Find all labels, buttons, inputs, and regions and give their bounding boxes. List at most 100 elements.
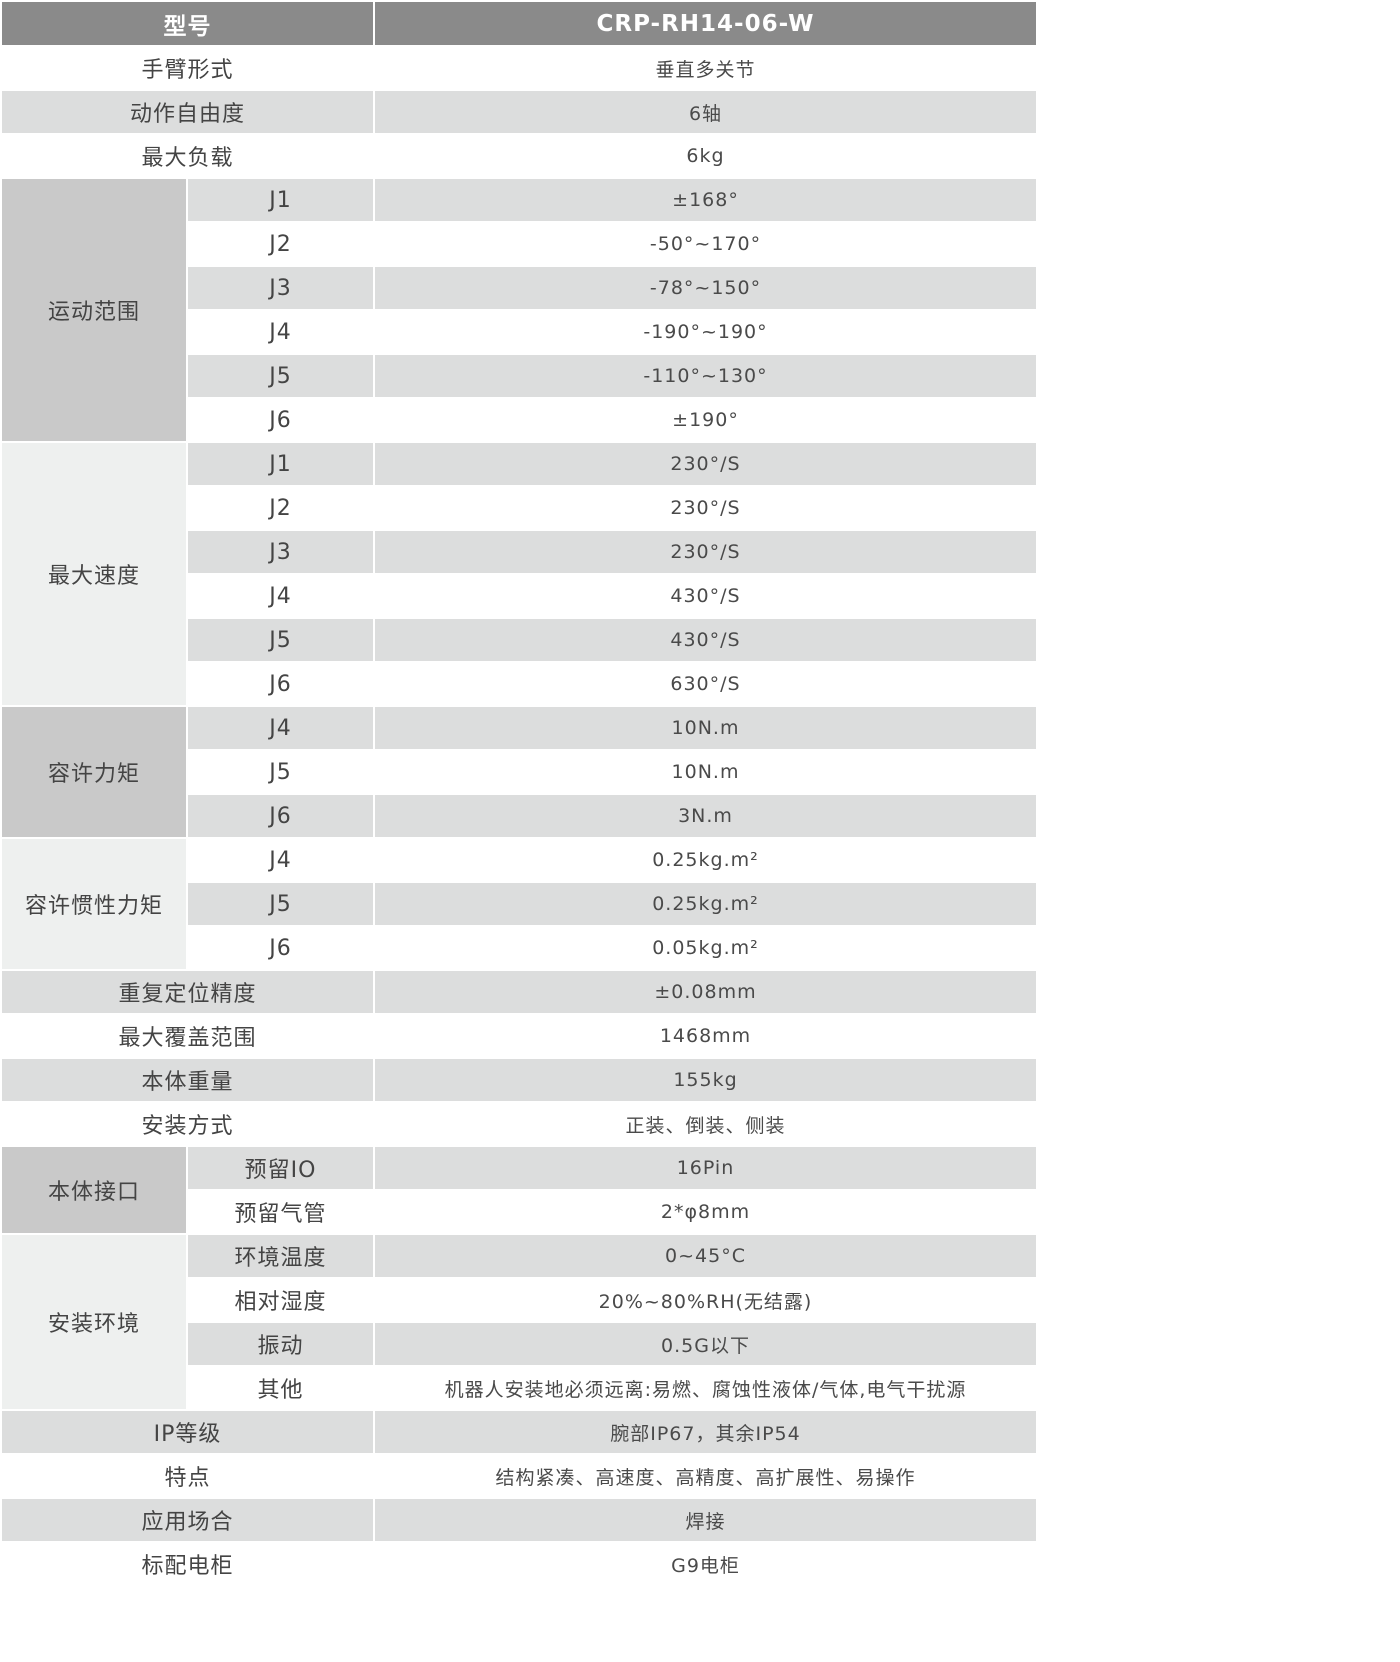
- spec-value: 6轴: [373, 89, 1038, 135]
- group-label: 最大速度: [0, 441, 188, 707]
- table-row: J6 3N.m: [1, 793, 1038, 839]
- table-row: 振动 0.5G以下: [1, 1321, 1038, 1367]
- table-row: 特点 结构紧凑、高速度、高精度、高扩展性、易操作: [0, 1453, 1038, 1499]
- spec-label: 最大覆盖范围: [0, 1013, 375, 1059]
- spec-label: 本体重量: [0, 1057, 375, 1103]
- spec-value: 430°/S: [373, 573, 1038, 619]
- sub-label: J6: [186, 793, 375, 839]
- sub-label: J4: [186, 573, 375, 619]
- table-row: 预留气管 2*φ8mm: [1, 1189, 1038, 1235]
- spec-value: 10N.m: [373, 749, 1038, 795]
- table-row: J5 0.25kg.m²: [1, 881, 1038, 927]
- sub-label: J3: [186, 529, 375, 575]
- sub-label: J5: [186, 353, 375, 399]
- sub-label: 振动: [186, 1321, 375, 1367]
- spec-value: 0.5G以下: [373, 1321, 1038, 1367]
- table-row: 最大覆盖范围 1468mm: [0, 1013, 1038, 1059]
- table-row: 最大速度 J1 230°/S: [0, 441, 1038, 707]
- spec-value: 焊接: [373, 1497, 1038, 1543]
- spec-value: 155kg: [373, 1057, 1038, 1103]
- table-row: J6 ±190°: [1, 397, 1038, 443]
- spec-value: 0~45°C: [373, 1233, 1038, 1279]
- spec-value: 6kg: [373, 133, 1038, 179]
- spec-label: 动作自由度: [0, 89, 375, 135]
- sub-label: J2: [186, 485, 375, 531]
- spec-value: 430°/S: [373, 617, 1038, 663]
- table-row: 安装环境 环境温度 0~45°C: [0, 1233, 1038, 1411]
- sub-label: J5: [186, 881, 375, 927]
- spec-value: 机器人安装地必须远离:易燃、腐蚀性液体/气体,电气干扰源: [373, 1365, 1038, 1411]
- spec-value: 20%~80%RH(无结露): [373, 1277, 1038, 1323]
- table-row: 手臂形式 垂直多关节: [0, 45, 1038, 91]
- group-label: 本体接口: [0, 1145, 188, 1235]
- sub-label: J5: [186, 617, 375, 663]
- table-row: 动作自由度 6轴: [0, 89, 1038, 135]
- sub-label: J4: [186, 309, 375, 355]
- spec-value: 2*φ8mm: [373, 1189, 1038, 1235]
- spec-value: 0.25kg.m²: [373, 881, 1038, 927]
- spec-value: ±168°: [373, 177, 1038, 223]
- spec-value: 1468mm: [373, 1013, 1038, 1059]
- table-row: J6 0.05kg.m²: [1, 925, 1038, 971]
- table-row: 最大负载 6kg: [0, 133, 1038, 179]
- table-row: J5 430°/S: [1, 617, 1038, 663]
- sub-label: J1: [186, 177, 375, 223]
- table-row: J6 630°/S: [1, 661, 1038, 707]
- spec-value: 16Pin: [373, 1145, 1038, 1191]
- spec-value: G9电柜: [373, 1541, 1038, 1587]
- table-row: J5 10N.m: [1, 749, 1038, 795]
- spec-value: 结构紧凑、高速度、高精度、高扩展性、易操作: [373, 1453, 1038, 1499]
- table-row: J4 430°/S: [1, 573, 1038, 619]
- group-label: 容许力矩: [0, 705, 188, 839]
- header-label: 型号: [0, 0, 375, 47]
- table-row: J3 230°/S: [1, 529, 1038, 575]
- spec-label: 特点: [0, 1453, 375, 1499]
- sub-label: J6: [186, 397, 375, 443]
- sub-label: J5: [186, 749, 375, 795]
- spec-label: 应用场合: [0, 1497, 375, 1543]
- spec-value: 垂直多关节: [373, 45, 1038, 91]
- table-row: 容许惯性力矩 J4 0.25kg.m²: [0, 837, 1038, 971]
- table-row: 标配电柜 G9电柜: [0, 1541, 1038, 1587]
- table-row: 本体接口 预留IO 16Pin: [0, 1145, 1038, 1235]
- sub-label: J4: [186, 837, 375, 883]
- spec-value: 0.05kg.m²: [373, 925, 1038, 971]
- table-row: 运动范围 J1 ±168°: [0, 177, 1038, 443]
- spec-table: 型号 CRP-RH14-06-W 手臂形式 垂直多关节 动作自由度 6轴 最大负载 6kg…: [0, 0, 1038, 1587]
- spec-label: 标配电柜: [0, 1541, 375, 1587]
- header-model: CRP-RH14-06-W: [373, 0, 1038, 47]
- table-row: 安装方式 正装、倒装、侧装: [0, 1101, 1038, 1147]
- spec-value: 230°/S: [373, 485, 1038, 531]
- table-row: J5 -110°~130°: [1, 353, 1038, 399]
- table-row: 相对湿度 20%~80%RH(无结露): [1, 1277, 1038, 1323]
- spec-value: 230°/S: [373, 441, 1038, 487]
- group-label: 安装环境: [0, 1233, 188, 1411]
- sub-label: 环境温度: [186, 1233, 375, 1279]
- spec-value: 腕部IP67，其余IP54: [373, 1409, 1038, 1455]
- table-row: 容许力矩 J4 10N.m: [0, 705, 1038, 839]
- sub-label: 预留IO: [186, 1145, 375, 1191]
- sub-label: J3: [186, 265, 375, 311]
- sub-label: 预留气管: [186, 1189, 375, 1235]
- table-row: J3 -78°~150°: [1, 265, 1038, 311]
- sub-label: J6: [186, 661, 375, 707]
- sub-label: J2: [186, 221, 375, 267]
- table-row: 其他 机器人安装地必须远离:易燃、腐蚀性液体/气体,电气干扰源: [1, 1365, 1038, 1411]
- spec-value: 3N.m: [373, 793, 1038, 839]
- spec-label: 重复定位精度: [0, 969, 375, 1015]
- group-label: 容许惯性力矩: [0, 837, 188, 971]
- spec-label: 手臂形式: [0, 45, 375, 91]
- spec-value: 630°/S: [373, 661, 1038, 707]
- table-row: J4 -190°~190°: [1, 309, 1038, 355]
- spec-value: -110°~130°: [373, 353, 1038, 399]
- spec-value: -190°~190°: [373, 309, 1038, 355]
- spec-value: ±190°: [373, 397, 1038, 443]
- spec-label: 最大负载: [0, 133, 375, 179]
- sub-label: J6: [186, 925, 375, 971]
- table-row: IP等级 腕部IP67，其余IP54: [0, 1409, 1038, 1455]
- table-row: 重复定位精度 ±0.08mm: [0, 969, 1038, 1015]
- sub-label: 相对湿度: [186, 1277, 375, 1323]
- spec-value: -50°~170°: [373, 221, 1038, 267]
- spec-value: 230°/S: [373, 529, 1038, 575]
- spec-value: 正装、倒装、侧装: [373, 1101, 1038, 1147]
